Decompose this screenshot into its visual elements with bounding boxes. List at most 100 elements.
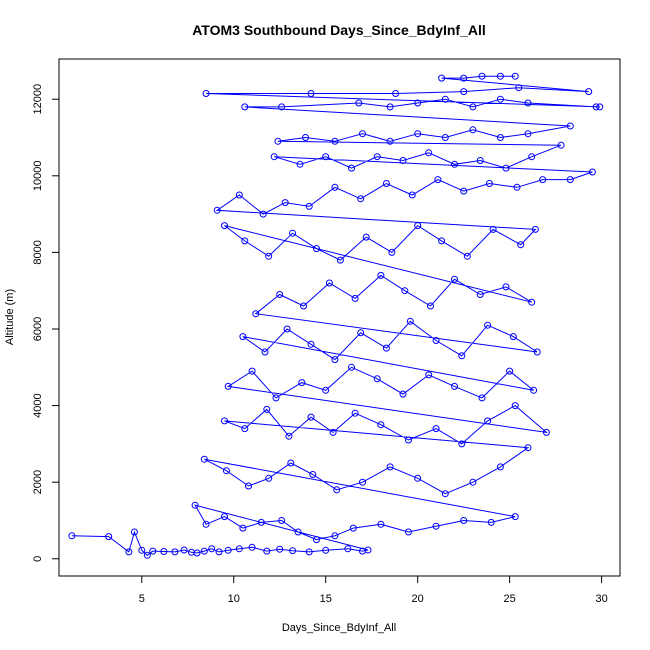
- data-point: [511, 402, 519, 410]
- data-point: [257, 518, 265, 526]
- data-point: [399, 157, 407, 164]
- data-point: [432, 425, 440, 433]
- data-point: [524, 99, 532, 107]
- data-point: [414, 222, 422, 230]
- data-point: [585, 88, 593, 96]
- data-point: [294, 528, 302, 536]
- data-point: [406, 317, 414, 325]
- plot-frame: [58, 58, 621, 577]
- data-point: [235, 191, 243, 199]
- data-point: [427, 302, 434, 310]
- data-point: [208, 545, 216, 553]
- data-point: [438, 237, 446, 245]
- data-point: [143, 551, 151, 559]
- data-point: [125, 548, 133, 556]
- data-point: [259, 210, 267, 218]
- y-axis: 0 2000 4000 6000 8000 10000 12000: [32, 84, 59, 562]
- data-point: [496, 72, 504, 80]
- data-point: [386, 137, 394, 145]
- chart-title: ATOM3 Southbound Days_Since_BdyInf_All: [192, 22, 486, 38]
- data-point: [487, 518, 495, 526]
- x-axis: 5 10 15 20 25 30: [139, 576, 608, 605]
- data-point: [382, 180, 390, 187]
- data-point: [460, 187, 468, 195]
- y-tick-label: 10000: [32, 161, 44, 192]
- data-point: [414, 130, 422, 138]
- data-point: [355, 99, 363, 107]
- data-point: [313, 536, 320, 544]
- data-point: [302, 134, 309, 141]
- data-point: [285, 432, 293, 440]
- data-point: [222, 467, 230, 475]
- data-point: [414, 474, 422, 482]
- y-tick-label: 2000: [32, 470, 44, 494]
- data-point: [241, 237, 249, 245]
- data-point: [362, 233, 370, 241]
- data-point: [105, 533, 113, 541]
- data-point: [191, 501, 199, 509]
- y-tick-label: 12000: [32, 84, 44, 115]
- data-point: [434, 176, 442, 184]
- data-point: [348, 164, 355, 172]
- plot-area: [68, 72, 604, 559]
- data-point: [484, 417, 492, 425]
- data-point: [281, 199, 289, 207]
- data-point: [160, 548, 168, 555]
- data-point: [359, 478, 366, 486]
- data-point: [278, 103, 286, 111]
- data-point: [458, 440, 466, 448]
- data-point: [451, 382, 458, 390]
- data-point: [263, 405, 271, 413]
- data-point: [322, 153, 330, 161]
- data-point: [399, 390, 407, 398]
- data-point: [248, 367, 256, 375]
- data-point: [239, 333, 247, 341]
- data-point: [224, 382, 232, 390]
- data-point: [451, 275, 458, 283]
- data-point: [528, 153, 536, 161]
- data-point: [252, 310, 260, 318]
- data-point: [221, 417, 228, 425]
- data-point: [528, 298, 536, 306]
- x-tick-label: 30: [595, 593, 607, 605]
- data-point: [309, 471, 317, 478]
- data-point: [344, 545, 352, 553]
- data-point: [513, 183, 521, 191]
- data-point: [322, 386, 330, 394]
- data-point: [307, 413, 315, 421]
- y-tick-label: 0: [32, 556, 44, 562]
- data-point: [171, 548, 179, 556]
- y-tick-label: 4000: [32, 393, 44, 417]
- data-point: [333, 486, 341, 494]
- data-point: [263, 547, 271, 555]
- data-point: [531, 225, 539, 233]
- data-point: [463, 252, 471, 260]
- data-point: [496, 134, 504, 141]
- x-tick-label: 5: [139, 593, 145, 605]
- data-point: [489, 225, 497, 233]
- data-point: [138, 546, 146, 554]
- data-point: [425, 371, 433, 379]
- data-point: [451, 160, 458, 168]
- data-point: [405, 528, 412, 536]
- data-point: [502, 164, 510, 172]
- data-point: [221, 222, 228, 230]
- data-point: [289, 547, 297, 555]
- data-point: [566, 176, 574, 184]
- data-point: [235, 545, 243, 553]
- data-point: [405, 436, 412, 444]
- data-point: [484, 321, 492, 329]
- data-point: [193, 549, 201, 557]
- data-point: [511, 513, 519, 521]
- data-point: [401, 287, 409, 295]
- data-point: [592, 103, 600, 111]
- data-point: [298, 379, 306, 387]
- data-point: [307, 90, 315, 97]
- data-point: [278, 517, 286, 524]
- data-point: [469, 126, 477, 134]
- data-point: [200, 547, 208, 555]
- data-point: [331, 137, 339, 145]
- data-point: [283, 325, 291, 333]
- data-point: [313, 245, 320, 253]
